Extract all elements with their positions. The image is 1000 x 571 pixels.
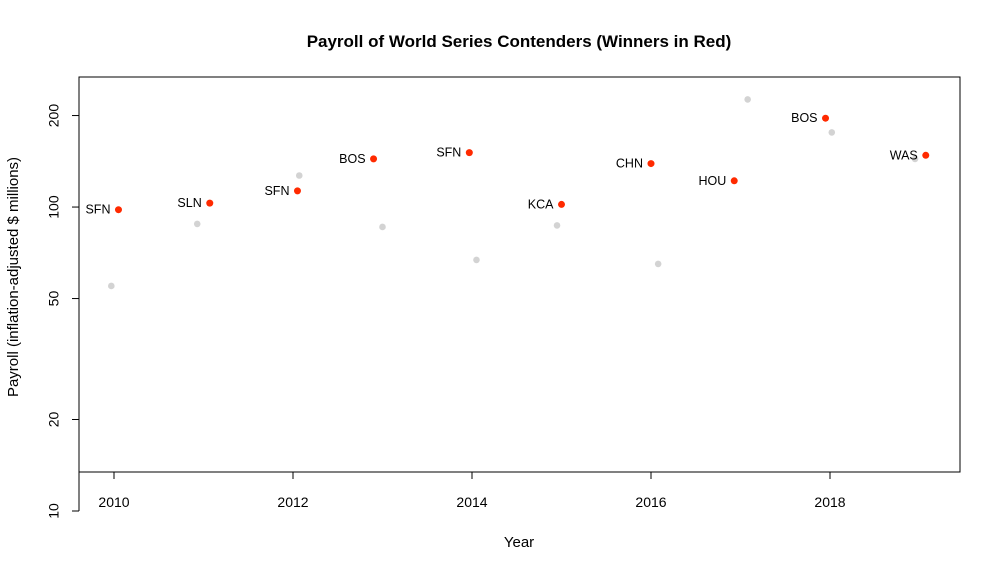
x-tick-label: 2010 <box>98 494 129 510</box>
winner-team-label: KCA <box>528 197 554 211</box>
winner-point <box>730 177 738 185</box>
winner-point <box>822 114 830 122</box>
y-axis-label: Payroll (inflation-adjusted $ millions) <box>5 157 22 397</box>
y-tick-label: 50 <box>46 291 62 307</box>
winner-point <box>114 206 122 214</box>
winner-team-label: SFN <box>264 184 289 198</box>
winner-team-label: SFN <box>85 203 110 217</box>
loser-point <box>553 222 561 229</box>
y-tick-label: 10 <box>46 503 62 519</box>
loser-point <box>654 260 662 268</box>
winner-point <box>370 155 378 163</box>
x-axis-label: Year <box>504 534 534 551</box>
x-tick-label: 2014 <box>456 494 487 510</box>
chart-title: Payroll of World Series Contenders (Winn… <box>307 32 732 51</box>
winner-team-label: SFN <box>436 146 461 160</box>
winner-point <box>465 149 473 157</box>
x-axis: 2010 2012 2014 2016 2018 <box>98 471 846 510</box>
loser-point <box>108 282 115 290</box>
winner-team-label: BOS <box>791 111 817 125</box>
winner-point <box>293 187 301 195</box>
loser-point <box>828 129 836 136</box>
winner-point <box>558 200 565 208</box>
loser-series <box>108 96 919 290</box>
winner-point <box>922 151 930 159</box>
y-tick-label: 20 <box>46 412 62 428</box>
loser-point <box>193 220 201 228</box>
winner-team-label: HOU <box>698 174 726 188</box>
loser-point <box>295 172 303 179</box>
x-tick-label: 2018 <box>814 494 845 510</box>
winner-team-label: BOS <box>339 152 365 166</box>
y-axis: 10 20 50 100 200 <box>46 104 80 519</box>
y-tick-label: 100 <box>46 195 62 219</box>
winner-series <box>114 114 930 214</box>
x-tick-label: 2016 <box>635 494 666 510</box>
loser-point <box>744 96 751 103</box>
winner-team-label: SLN <box>177 196 201 210</box>
loser-point <box>911 155 919 163</box>
winner-point <box>206 199 214 207</box>
winner-team-label: CHN <box>616 157 643 171</box>
loser-point <box>379 223 386 231</box>
winner-labels: SFN SLN SFN BOS SFN KCA CHN HOU BOS WAS <box>85 111 917 216</box>
winner-point <box>647 160 655 168</box>
x-tick-label: 2012 <box>277 494 308 510</box>
winner-team-label: WAS <box>890 148 918 162</box>
plot-area-border <box>78 76 961 473</box>
y-tick-label: 200 <box>46 104 62 128</box>
loser-point <box>473 256 480 264</box>
